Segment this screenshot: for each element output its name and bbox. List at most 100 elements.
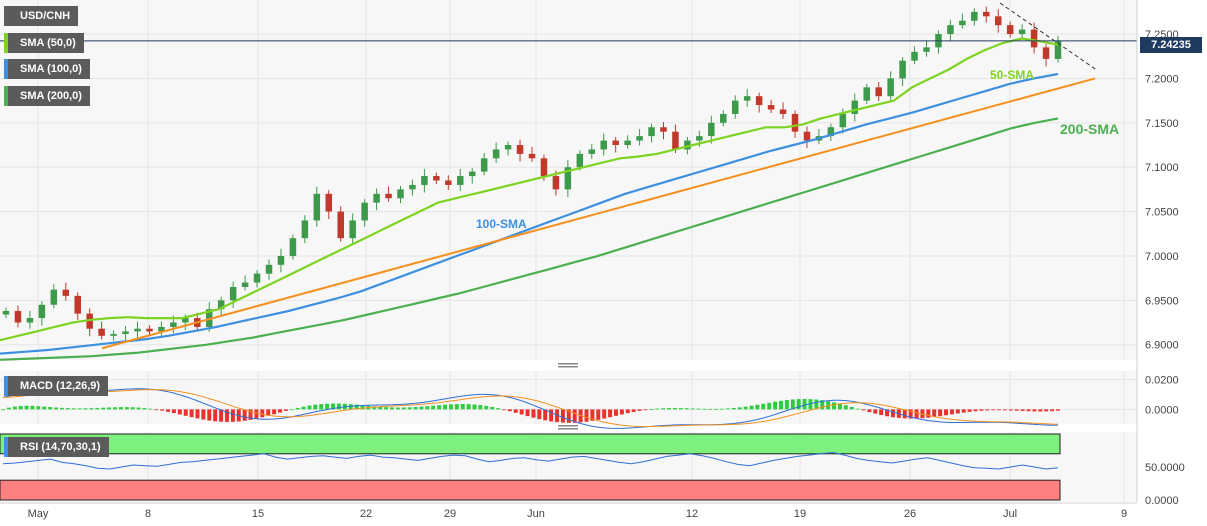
macd-histogram-bar <box>307 405 312 410</box>
candle-body <box>337 211 344 239</box>
macd-histogram-bar <box>525 409 530 417</box>
macd-histogram-bar <box>248 409 253 420</box>
candle-body <box>134 328 141 332</box>
macd-histogram-bar <box>572 409 577 423</box>
candle-body <box>528 153 536 159</box>
macd-histogram-bar <box>407 407 412 410</box>
macd-histogram-bar <box>1038 409 1043 412</box>
candle-body <box>731 100 739 114</box>
candle-body <box>86 313 93 329</box>
macd-histogram-bar <box>619 409 624 415</box>
candle-body <box>38 304 46 319</box>
main-panel: 50-SMA 100-SMA 200-SMA <box>0 2 1137 361</box>
macd-histogram-bar <box>59 407 64 410</box>
candle-body <box>1030 29 1038 48</box>
sma-annotation: 50-SMA <box>990 68 1034 82</box>
macd-histogram-bar <box>266 409 271 416</box>
candle-body <box>983 11 990 17</box>
support-trendline <box>101 77 1096 350</box>
panel-resize-handle[interactable] <box>558 428 578 430</box>
x-tick-label: Jun <box>527 508 545 520</box>
macd-histogram-bar <box>625 409 630 414</box>
candle-body <box>421 176 428 185</box>
sma50-legend[interactable]: SMA (50,0) <box>4 33 84 53</box>
macd-histogram-bar <box>955 409 960 414</box>
macd-histogram-bar <box>112 407 117 410</box>
macd-histogram-bar <box>867 409 872 413</box>
candle-body <box>98 328 105 336</box>
macd-histogram-bar <box>189 409 194 418</box>
macd-histogram-bar <box>295 407 300 410</box>
macd-histogram-bar <box>967 409 972 412</box>
macd-histogram-bar <box>749 405 754 410</box>
x-tick-label: 29 <box>444 508 456 520</box>
macd-legend[interactable]: MACD (12,26,9) <box>4 376 109 396</box>
macd-histogram-bar <box>95 407 100 410</box>
macd-histogram-bar <box>814 399 819 410</box>
macd-histogram-bar <box>448 404 453 410</box>
macd-histogram-bar <box>560 409 565 423</box>
macd-histogram-bar <box>961 409 966 413</box>
sma200-legend[interactable]: SMA (200,0) <box>4 86 90 106</box>
y-tick-label: 7.1500 <box>1145 118 1179 130</box>
macd-histogram-bar <box>543 409 548 421</box>
macd-histogram-bar <box>584 409 589 422</box>
macd-histogram-bar <box>985 409 990 411</box>
y-tick-label: 7.0500 <box>1145 207 1179 219</box>
panel-resize-handle[interactable] <box>558 366 578 368</box>
x-tick-label: 12 <box>686 508 698 520</box>
macd-histogram-bar <box>855 408 860 410</box>
macd-histogram-bar <box>124 407 129 410</box>
candle-body <box>229 287 237 301</box>
y-tick-label: 6.9000 <box>1145 340 1179 352</box>
macd-histogram-bar <box>395 407 400 410</box>
rsi-line <box>2 451 1059 470</box>
panel-resize-handle[interactable] <box>558 425 578 427</box>
macd-histogram-bar <box>372 406 377 410</box>
macd-histogram-bar <box>832 402 837 410</box>
macd-histogram-bar <box>413 407 418 410</box>
macd-line <box>2 388 1059 429</box>
rsi-overbought-zone <box>0 433 1061 455</box>
macd-histogram-bar <box>820 400 825 410</box>
candle-body <box>373 193 380 203</box>
macd-histogram-bar <box>331 403 336 410</box>
macd-histogram-bar <box>378 406 383 410</box>
sma100-legend[interactable]: SMA (100,0) <box>4 59 90 79</box>
x-tick-label: 9 <box>1121 508 1127 520</box>
macd-histogram-bar <box>490 406 495 410</box>
panel-resize-handle[interactable] <box>558 363 578 365</box>
macd-histogram-bar <box>507 409 512 412</box>
candle-body <box>217 300 225 310</box>
y-tick-label: 6.9500 <box>1145 295 1179 307</box>
candle-body <box>62 289 70 296</box>
macd-histogram-bar <box>142 408 147 410</box>
candle-body <box>385 193 392 199</box>
candle-body <box>899 60 906 79</box>
macd-histogram-bar <box>207 409 212 421</box>
symbol-label[interactable]: USD/CNH <box>4 6 79 26</box>
macd-histogram-bar <box>790 399 795 410</box>
macd-histogram-bar <box>154 409 159 411</box>
candle-body <box>540 158 548 177</box>
macd-histogram-bar <box>631 409 636 412</box>
macd-histogram-bar <box>254 409 259 419</box>
macd-histogram-bar <box>183 409 188 416</box>
macd-histogram-bar <box>272 409 277 415</box>
x-tick-label: May <box>28 508 49 520</box>
candle-body <box>468 171 476 177</box>
macd-histogram-bar <box>278 409 283 413</box>
macd-histogram-bar <box>566 409 571 423</box>
candle-body <box>791 113 799 132</box>
macd-histogram-bar <box>678 408 683 410</box>
candle-body <box>504 145 512 150</box>
macd-histogram-bar <box>997 409 1002 411</box>
candle-body <box>576 153 584 168</box>
macd-histogram-bar <box>773 401 778 410</box>
macd-histogram-bar <box>77 408 82 410</box>
rsi-legend[interactable]: RSI (14,70,30,1) <box>4 437 109 457</box>
macd-histogram-bar <box>702 408 707 410</box>
candle-body <box>74 295 81 314</box>
macd-histogram-bar <box>384 407 389 410</box>
macd-histogram-bar <box>48 407 53 410</box>
